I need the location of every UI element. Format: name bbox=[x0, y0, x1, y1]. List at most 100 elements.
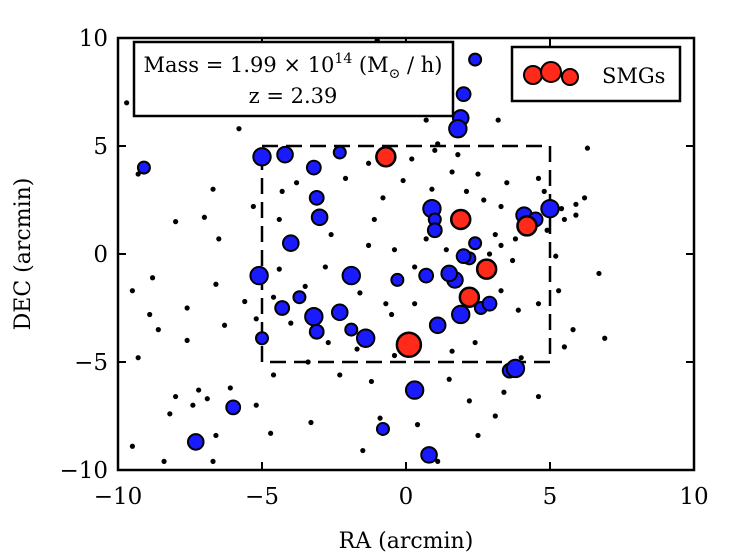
faint-point bbox=[149, 275, 156, 281]
faint-point bbox=[124, 100, 130, 106]
faint-point bbox=[429, 186, 435, 192]
faint-point bbox=[481, 197, 487, 203]
faint-point bbox=[455, 152, 461, 158]
galaxy-point bbox=[420, 446, 438, 464]
faint-point bbox=[173, 219, 179, 225]
faint-point bbox=[305, 359, 311, 365]
faint-point bbox=[596, 270, 602, 277]
faint-point bbox=[435, 458, 441, 464]
faint-point bbox=[391, 247, 398, 253]
galaxy-point bbox=[355, 328, 376, 348]
faint-point bbox=[602, 335, 608, 341]
galaxy-point bbox=[186, 433, 205, 451]
redshift-label: z = 2.39 bbox=[249, 84, 338, 108]
legend-marker bbox=[523, 65, 543, 85]
faint-point bbox=[492, 413, 498, 419]
faint-point bbox=[400, 177, 406, 184]
galaxy-point bbox=[428, 316, 447, 335]
faint-point bbox=[515, 307, 521, 313]
galaxy-point bbox=[252, 147, 272, 167]
galaxy-point bbox=[341, 265, 361, 286]
faint-point bbox=[535, 175, 542, 181]
faint-point bbox=[584, 145, 591, 151]
faint-point bbox=[253, 316, 259, 322]
faint-point bbox=[328, 231, 334, 238]
faint-point bbox=[573, 201, 579, 207]
mass-label: Mass = 1.99 × 1014 (M⊙ / h) bbox=[143, 51, 442, 82]
galaxy-point bbox=[455, 248, 472, 265]
faint-point bbox=[196, 387, 202, 393]
faint-point bbox=[221, 322, 228, 328]
faint-point bbox=[423, 236, 429, 242]
faint-point bbox=[308, 419, 314, 426]
faint-point bbox=[518, 355, 524, 361]
faint-point bbox=[371, 216, 377, 223]
galaxy-point bbox=[274, 300, 291, 316]
faint-point bbox=[446, 376, 452, 382]
y-axis-label: DEC (arcmin) bbox=[11, 178, 36, 331]
galaxy-point bbox=[468, 236, 483, 251]
faint-point bbox=[535, 393, 542, 400]
faint-point bbox=[377, 415, 383, 421]
faint-point bbox=[432, 147, 438, 153]
faint-point bbox=[213, 281, 219, 287]
smg-point bbox=[458, 286, 481, 308]
faint-point bbox=[509, 257, 516, 264]
faint-point bbox=[443, 247, 449, 253]
galaxy-point bbox=[481, 295, 498, 312]
galaxy-point bbox=[455, 86, 472, 103]
faint-point bbox=[463, 188, 470, 194]
x-tick-label: 5 bbox=[543, 484, 558, 510]
faint-point bbox=[129, 443, 135, 449]
faint-point bbox=[253, 402, 259, 408]
galaxy-point bbox=[505, 358, 526, 379]
y-tick-label: 10 bbox=[79, 26, 108, 52]
faint-point bbox=[167, 411, 173, 417]
galaxy-point bbox=[310, 208, 329, 227]
galaxy-point bbox=[440, 264, 459, 283]
galaxy-point bbox=[448, 119, 468, 139]
galaxy-point bbox=[330, 303, 349, 322]
galaxy-point bbox=[255, 331, 269, 346]
faint-point bbox=[210, 458, 216, 464]
faint-point bbox=[498, 288, 504, 294]
galaxy-point bbox=[282, 234, 300, 252]
galaxy-point bbox=[344, 322, 359, 337]
faint-point bbox=[535, 301, 542, 307]
legend-marker bbox=[540, 61, 562, 83]
faint-point bbox=[409, 156, 415, 162]
faint-point bbox=[570, 327, 576, 333]
faint-point bbox=[449, 348, 455, 354]
faint-point bbox=[354, 346, 360, 352]
faint-point bbox=[242, 298, 248, 305]
faint-point bbox=[357, 290, 363, 296]
faint-point bbox=[380, 195, 386, 201]
faint-point bbox=[541, 188, 547, 194]
faint-point bbox=[213, 432, 219, 439]
faint-point bbox=[475, 432, 481, 439]
smg-point bbox=[395, 331, 423, 358]
smg-point bbox=[449, 208, 472, 231]
faint-point bbox=[365, 242, 372, 248]
faint-point bbox=[383, 301, 389, 307]
galaxy-point bbox=[404, 380, 425, 400]
faint-point bbox=[414, 422, 421, 428]
faint-point bbox=[147, 311, 153, 318]
galaxy-point bbox=[468, 52, 483, 67]
faint-point bbox=[210, 186, 216, 192]
faint-point bbox=[276, 216, 282, 223]
faint-point bbox=[501, 389, 507, 395]
faint-point bbox=[573, 212, 579, 218]
galaxy-point bbox=[540, 198, 560, 219]
faint-point bbox=[412, 264, 418, 270]
x-tick-label: −5 bbox=[245, 484, 279, 510]
faint-point bbox=[270, 372, 277, 378]
faint-point bbox=[466, 398, 472, 404]
faint-point bbox=[155, 327, 161, 333]
data-points bbox=[124, 37, 608, 464]
faint-point bbox=[492, 231, 498, 238]
faint-point bbox=[486, 251, 493, 257]
smg-point bbox=[375, 146, 397, 168]
x-tick-label: −10 bbox=[94, 484, 143, 510]
